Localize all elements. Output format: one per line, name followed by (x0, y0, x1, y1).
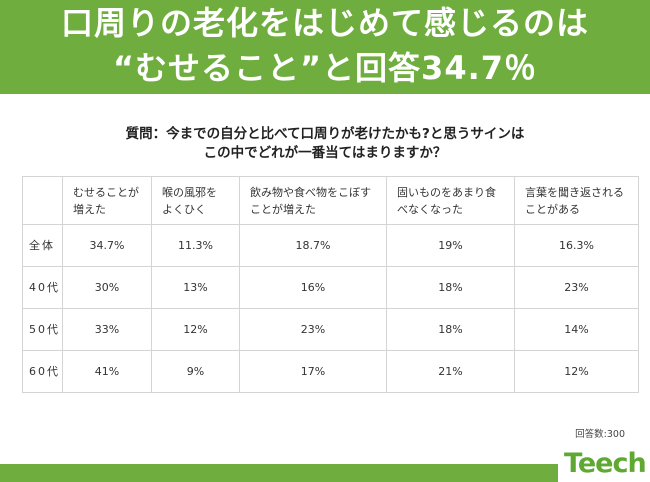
data-cell: 17% (239, 350, 387, 393)
data-cell: 34.7% (62, 224, 152, 267)
data-cell: 41% (62, 350, 152, 393)
results-table: むせることが増えた 喉の風邪をよくひく 飲み物や食べ物をこぼすことが増えた 固い… (22, 176, 639, 393)
table-header-row: むせることが増えた 喉の風邪をよくひく 飲み物や食べ物をこぼすことが増えた 固い… (22, 176, 639, 225)
column-header: むせることが増えた (62, 176, 152, 225)
data-cell: 14% (514, 308, 639, 351)
title-line-1: 口周りの老化をはじめて感じるのは (60, 4, 589, 42)
teech-logo: Teech (564, 448, 647, 479)
footer-bar (0, 464, 650, 482)
data-cell: 33% (62, 308, 152, 351)
data-cell: 30% (62, 266, 152, 309)
column-header: 飲み物や食べ物をこぼすことが増えた (239, 176, 387, 225)
data-cell: 19% (386, 224, 515, 267)
data-cell: 9% (151, 350, 240, 393)
row-label: 40代 (22, 266, 63, 309)
data-cell: 23% (239, 308, 387, 351)
column-header: 言葉を聞き返されることがある (514, 176, 639, 225)
data-cell: 16% (239, 266, 387, 309)
data-cell: 18.7% (239, 224, 387, 267)
survey-question: 質問：今までの自分と比べて口周りが老けたかも?と思うサインは この中でどれが一番… (0, 125, 650, 163)
row-label: 60代 (22, 350, 63, 393)
logo-area: Teech (558, 448, 650, 482)
row-label: 全体 (22, 224, 63, 267)
question-line-1: 質問：今までの自分と比べて口周りが老けたかも?と思うサインは (125, 126, 525, 142)
question-line-2: この中でどれが一番当てはまりますか？ (203, 145, 447, 161)
data-cell: 16.3% (514, 224, 639, 267)
data-cell: 21% (386, 350, 515, 393)
table-row: 40代 30% 13% 16% 18% 23% (22, 266, 639, 309)
table-row: 60代 41% 9% 17% 21% 12% (22, 350, 639, 393)
data-cell: 18% (386, 308, 515, 351)
data-cell: 18% (386, 266, 515, 309)
data-cell: 11.3% (151, 224, 240, 267)
column-header: 固いものをあまり食べなくなった (386, 176, 515, 225)
table-row: 50代 33% 12% 23% 18% 14% (22, 308, 639, 351)
corner-cell (22, 176, 63, 225)
data-cell: 12% (151, 308, 240, 351)
data-cell: 23% (514, 266, 639, 309)
title-banner: 口周りの老化をはじめて感じるのは “むせること”と回答34.7％ (0, 0, 650, 94)
row-label: 50代 (22, 308, 63, 351)
respondent-count: 回答数:300 (575, 429, 625, 440)
table-row: 全体 34.7% 11.3% 18.7% 19% 16.3% (22, 224, 639, 267)
data-cell: 12% (514, 350, 639, 393)
column-header: 喉の風邪をよくひく (151, 176, 240, 225)
title-line-2: “むせること”と回答34.7％ (112, 49, 538, 87)
data-cell: 13% (151, 266, 240, 309)
